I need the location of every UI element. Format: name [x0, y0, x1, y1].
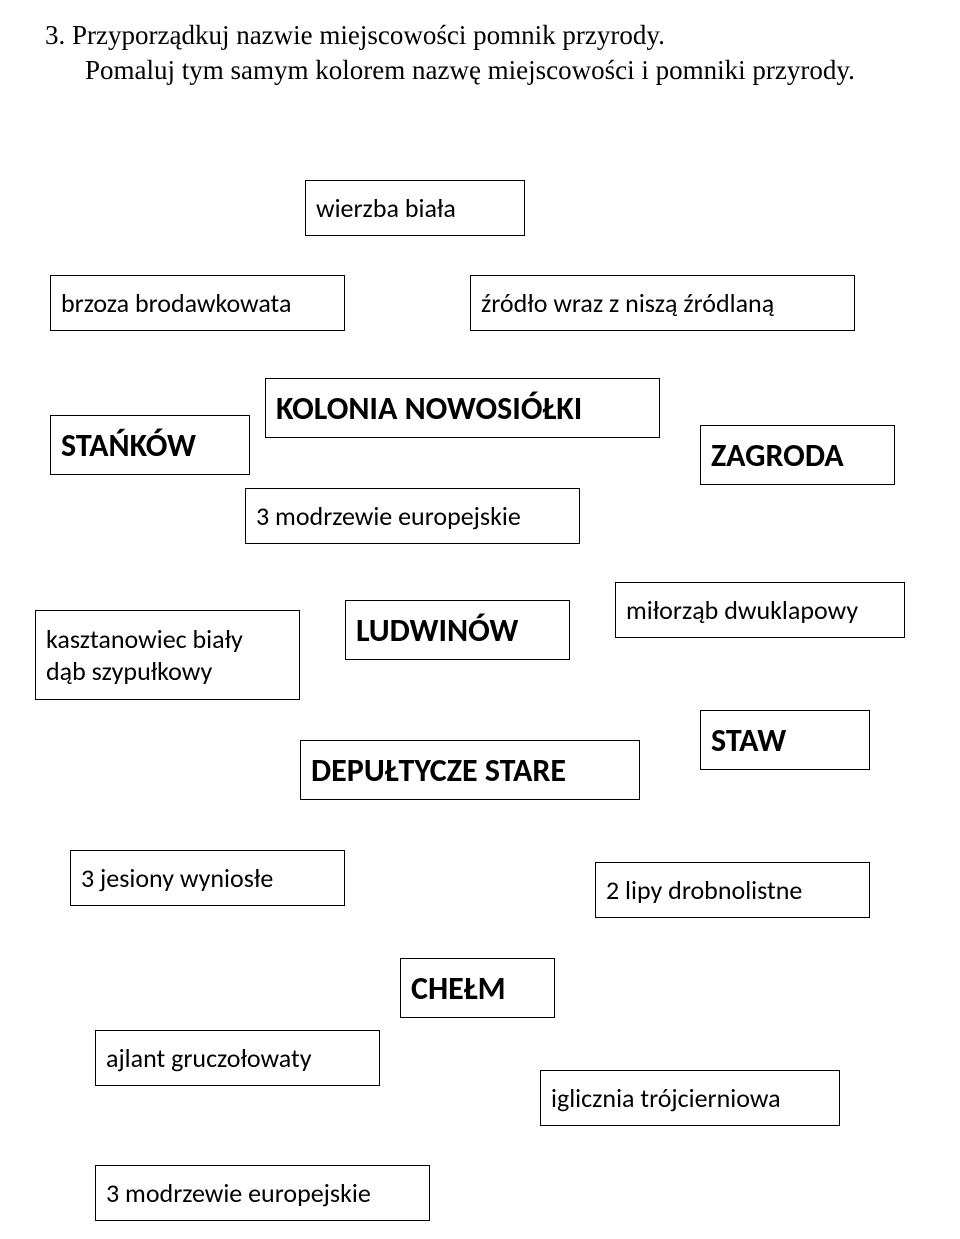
- label-ajlant: ajlant gruczołowaty: [106, 1042, 312, 1074]
- label-modrzewie-1: 3 modrzewie europejskie: [256, 500, 521, 532]
- label-kolonia: KOLONIA NOWOSIÓŁKI: [276, 389, 582, 428]
- label-depultycze: DEPUŁTYCZE STARE: [311, 751, 566, 790]
- box-kasztanowiec-dab: kasztanowiec biały dąb szypułkowy: [35, 610, 300, 700]
- label-wierzba-biala: wierzba biała: [316, 192, 456, 224]
- box-iglicznia: iglicznia trójcierniowa: [540, 1070, 840, 1126]
- box-ludwinow: LUDWINÓW: [345, 600, 570, 660]
- box-chelm: CHEŁM: [400, 958, 555, 1018]
- instruction-line1: 3. Przyporządkuj nazwie miejscowości pom…: [45, 20, 665, 51]
- box-lipy: 2 lipy drobnolistne: [595, 862, 870, 918]
- label-kasztanowiec: kasztanowiec biały: [46, 623, 243, 655]
- label-iglicznia: iglicznia trójcierniowa: [551, 1082, 781, 1114]
- box-modrzewie-2: 3 modrzewie europejskie: [95, 1165, 430, 1221]
- label-lipy: 2 lipy drobnolistne: [606, 874, 802, 906]
- label-modrzewie-2: 3 modrzewie europejskie: [106, 1177, 371, 1209]
- label-milorzab: miłorząb dwuklapowy: [626, 594, 858, 626]
- label-stankow: STAŃKÓW: [61, 426, 196, 465]
- box-depultycze: DEPUŁTYCZE STARE: [300, 740, 640, 800]
- label-dab: dąb szypułkowy: [46, 655, 212, 687]
- box-zrodlo: źródło wraz z niszą źródlaną: [470, 275, 855, 331]
- box-staw: STAW: [700, 710, 870, 770]
- box-brzoza-brodawkowata: brzoza brodawkowata: [50, 275, 345, 331]
- label-staw: STAW: [711, 721, 786, 760]
- label-brzoza: brzoza brodawkowata: [61, 287, 291, 319]
- box-milorzab: miłorząb dwuklapowy: [615, 582, 905, 638]
- box-ajlant: ajlant gruczołowaty: [95, 1030, 380, 1086]
- box-wierzba-biala: wierzba biała: [305, 180, 525, 236]
- label-jesiony: 3 jesiony wyniosłe: [81, 862, 273, 894]
- box-kolonia-nowosiolki: KOLONIA NOWOSIÓŁKI: [265, 378, 660, 438]
- label-ludwinow: LUDWINÓW: [356, 611, 518, 650]
- box-stankow: STAŃKÓW: [50, 415, 250, 475]
- label-chelm: CHEŁM: [411, 969, 506, 1008]
- label-zrodlo: źródło wraz z niszą źródlaną: [481, 287, 774, 319]
- box-modrzewie-1: 3 modrzewie europejskie: [245, 488, 580, 544]
- instruction-line2: Pomaluj tym samym kolorem nazwę miejscow…: [85, 55, 855, 86]
- label-zagroda: ZAGRODA: [711, 436, 844, 475]
- box-zagroda: ZAGRODA: [700, 425, 895, 485]
- box-jesiony: 3 jesiony wyniosłe: [70, 850, 345, 906]
